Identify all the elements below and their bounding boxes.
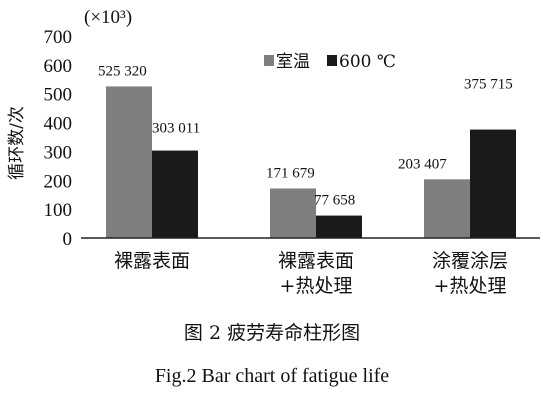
legend-label: 600 ℃	[339, 52, 396, 72]
y-tick-label: 0	[63, 229, 73, 250]
legend-label: 室温	[276, 52, 310, 72]
category-labels: 裸露表面 裸露表面 +热处理 涂覆涂层 +热处理	[114, 250, 508, 297]
y-tick-label: 200	[44, 171, 73, 192]
unit-label: (×10³)	[84, 7, 132, 28]
category-label: 涂覆涂层	[432, 250, 508, 272]
bar-data-label: 303 011	[152, 121, 200, 137]
category-label: +热处理	[434, 275, 507, 297]
legend-swatch	[327, 55, 337, 66]
bar-600c	[470, 129, 516, 238]
y-axis-label: 循环数/次	[7, 106, 27, 180]
category-label: +热处理	[280, 275, 353, 297]
legend: 室温 600 ℃	[264, 52, 396, 72]
y-tick-label: 600	[44, 56, 73, 77]
bar-room-temp	[106, 86, 152, 238]
y-tick-label: 700	[44, 27, 73, 48]
caption-chinese: 图 2 疲劳寿命柱形图	[184, 322, 360, 344]
bar-600c	[152, 150, 198, 238]
y-axis-ticks: 0 100 200 300 400 500 600 700	[44, 27, 73, 250]
category-label: 裸露表面	[114, 250, 190, 272]
bar-data-label: 375 715	[464, 77, 513, 93]
y-tick-label: 300	[44, 142, 73, 163]
bar-data-label: 203 407	[398, 156, 447, 172]
category-label: 裸露表面	[278, 250, 354, 272]
bar-data-label: 525 320	[98, 63, 147, 79]
caption-english: Fig.2 Bar chart of fatigue life	[155, 365, 389, 387]
y-tick-label: 500	[44, 85, 73, 106]
data-labels: 525 320 171 679 203 407 303 011 77 658 375 71…	[98, 63, 513, 208]
bar-room-temp	[424, 179, 470, 238]
y-tick-label: 100	[44, 200, 73, 221]
bar-room-temp	[270, 188, 316, 238]
legend-swatch	[264, 55, 274, 66]
bar-data-label: 77 658	[314, 193, 355, 209]
bar-data-label: 171 679	[266, 165, 315, 181]
bar-600c	[316, 215, 362, 238]
y-tick-label: 400	[44, 114, 73, 135]
bar-series	[106, 86, 516, 238]
